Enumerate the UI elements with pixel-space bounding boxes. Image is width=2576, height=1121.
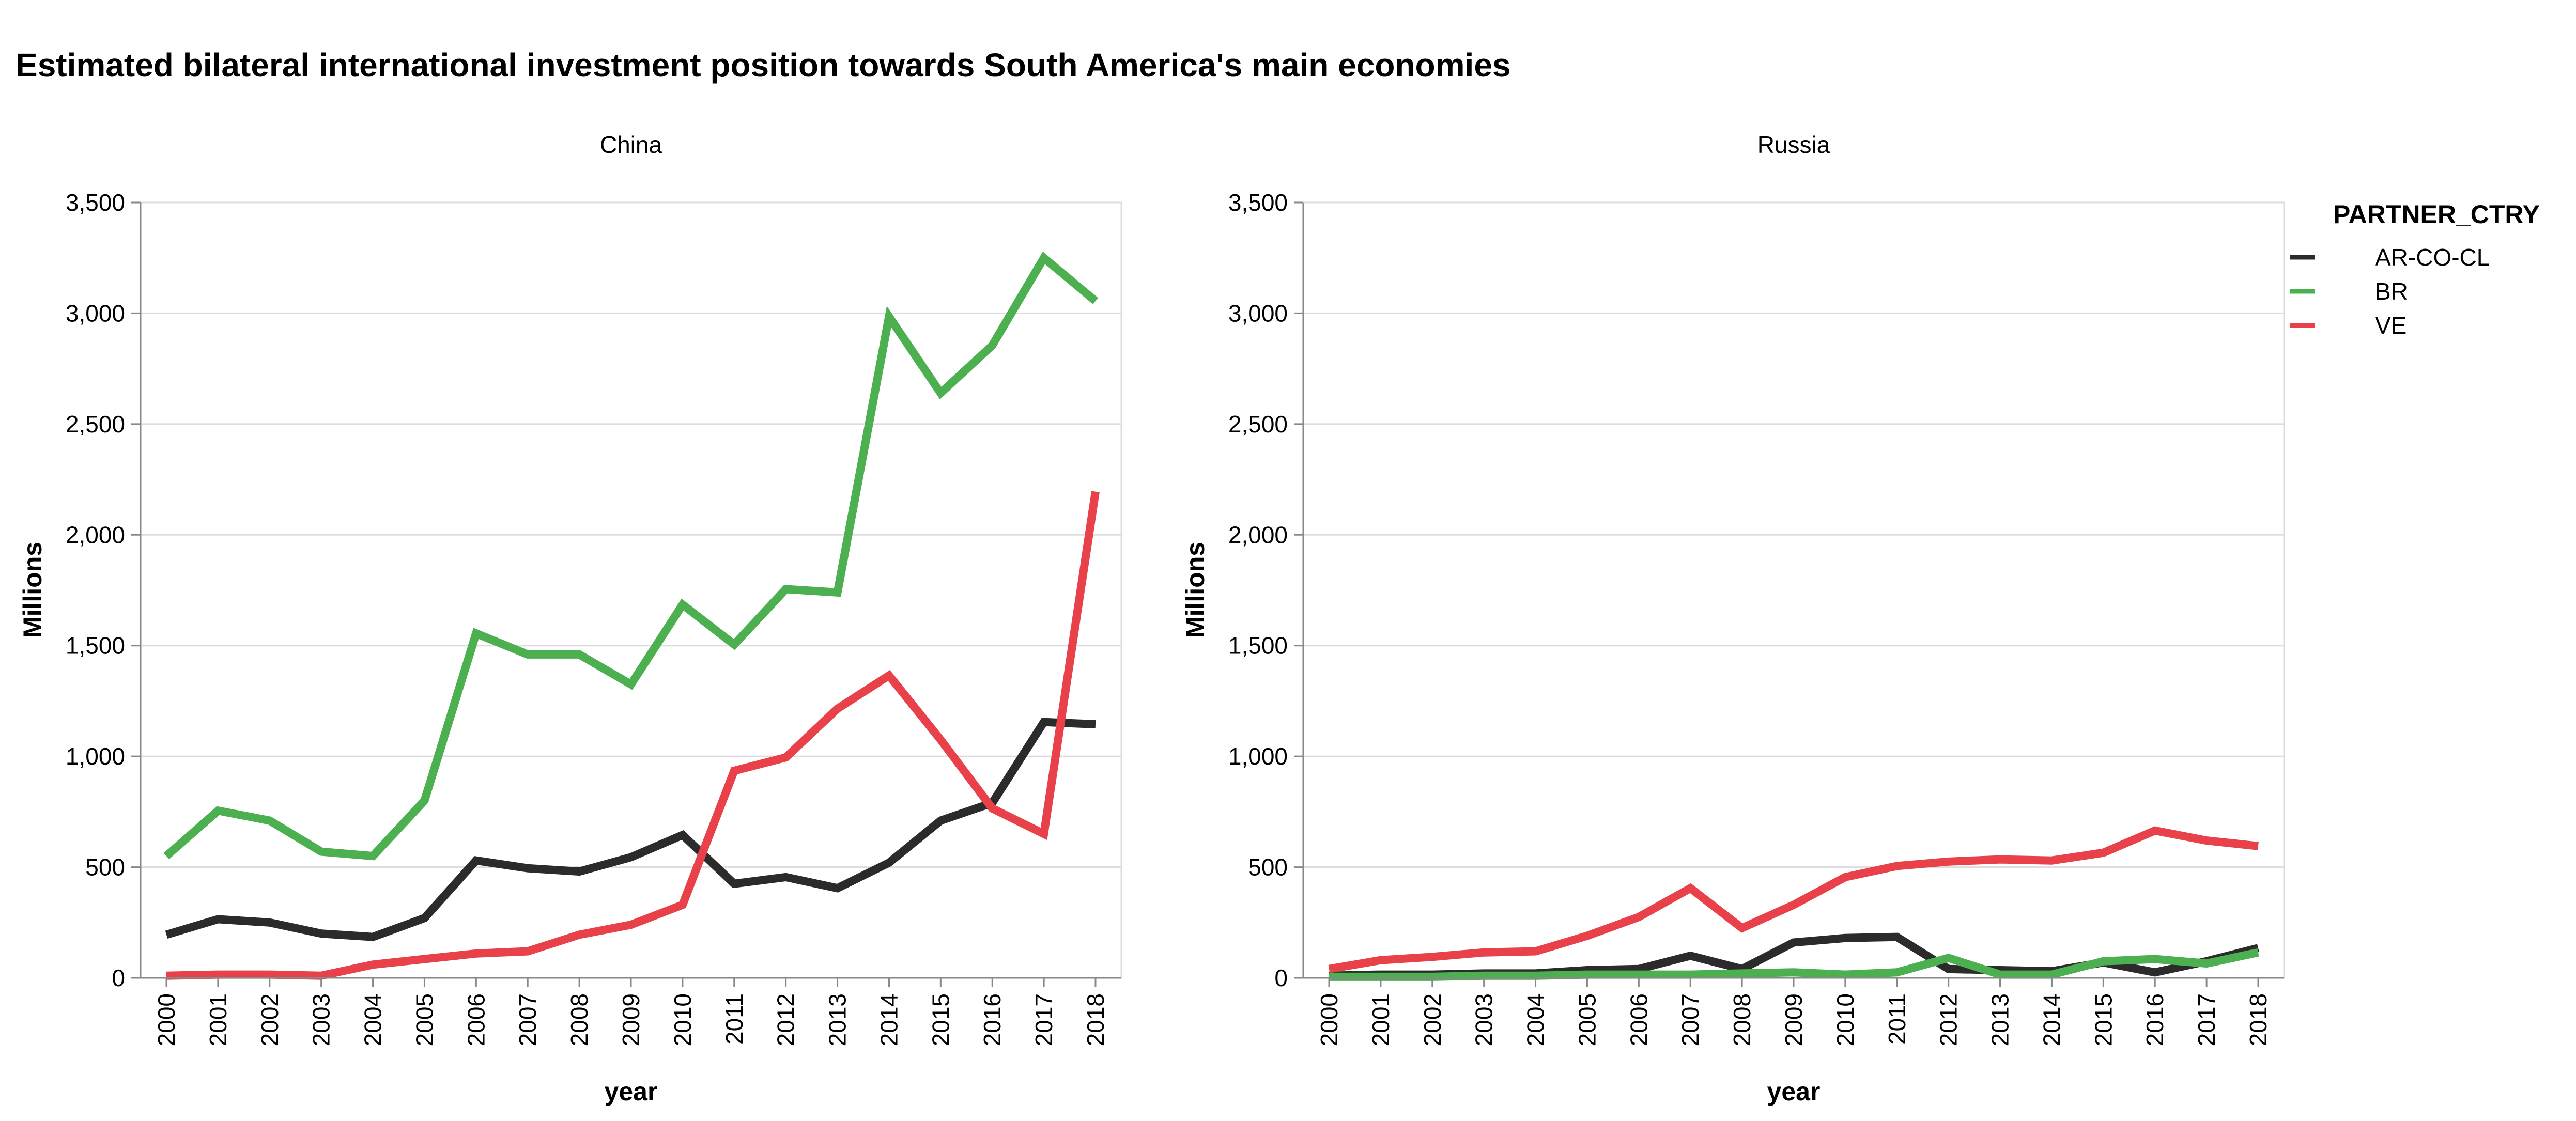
y-tick-label: 2,500 bbox=[1228, 411, 1288, 438]
y-axis-title: Millions bbox=[18, 542, 47, 638]
y-tick-label: 2,500 bbox=[66, 411, 125, 438]
x-tick-label: 2017 bbox=[1030, 993, 1057, 1046]
y-tick-label: 1,000 bbox=[1228, 743, 1288, 770]
series-line-ar-co-cl bbox=[165, 718, 1096, 941]
plot-frame bbox=[140, 201, 1122, 979]
x-tick-label: 2018 bbox=[2245, 993, 2272, 1046]
x-tick-label: 2011 bbox=[1884, 993, 1910, 1045]
plot-frame bbox=[1302, 201, 2285, 979]
chart-title: Estimated bilateral international invest… bbox=[16, 46, 1511, 84]
x-tick-label: 2009 bbox=[1780, 993, 1807, 1046]
facet-title-china: China bbox=[600, 131, 662, 158]
legend-title: PARTNER_CTRY bbox=[2333, 200, 2540, 229]
legend-label-br: BR bbox=[2375, 278, 2408, 305]
x-tick-label: 2018 bbox=[1082, 993, 1109, 1046]
y-tick-label: 1,000 bbox=[66, 743, 125, 770]
x-tick-label: 2004 bbox=[360, 993, 387, 1046]
x-axis: 2000 2001 2002 2003 2004 2005 2006 2007 2008 2009… bbox=[141, 977, 1121, 1046]
y-axis: 0 500 1,000 1,500 2,000 2,500 3,000 3,500 bbox=[66, 189, 142, 991]
y-gridlines bbox=[140, 201, 1122, 979]
x-tick-label: 2012 bbox=[1935, 993, 1962, 1046]
series-line-br bbox=[163, 252, 1099, 861]
x-tick-label: 2008 bbox=[1729, 993, 1755, 1046]
y-tick-label: 0 bbox=[112, 964, 125, 991]
x-tick-label: 2002 bbox=[1419, 993, 1446, 1046]
facet-china: China 0 500 1,000 1,500 2,000 2,500 3,000 3,500… bbox=[18, 131, 1122, 1106]
y-tick-label: 0 bbox=[1274, 964, 1288, 991]
x-tick-label: 2014 bbox=[875, 993, 902, 1046]
x-tick-label: 2015 bbox=[927, 993, 954, 1046]
x-tick-label: 2006 bbox=[1625, 993, 1652, 1046]
series-lines bbox=[163, 252, 1100, 980]
x-tick-label: 2012 bbox=[773, 993, 799, 1046]
x-tick-label: 2016 bbox=[2141, 993, 2168, 1046]
y-tick-label: 3,000 bbox=[1228, 300, 1288, 326]
y-gridlines bbox=[1302, 201, 2285, 979]
x-tick-label: 2011 bbox=[721, 993, 748, 1045]
y-tick-label: 1,500 bbox=[1228, 632, 1288, 659]
y-tick-label: 3,500 bbox=[1228, 189, 1288, 216]
x-tick-label: 2017 bbox=[2193, 993, 2220, 1046]
x-tick-label: 2001 bbox=[205, 993, 232, 1046]
y-tick-label: 2,000 bbox=[66, 521, 125, 548]
x-tick-label: 2004 bbox=[1522, 993, 1549, 1046]
y-tick-label: 3,500 bbox=[66, 189, 125, 216]
series-lines bbox=[1328, 826, 2259, 981]
x-tick-label: 2010 bbox=[669, 993, 696, 1046]
y-tick-label: 1,500 bbox=[66, 632, 125, 659]
y-axis: 0 500 1,000 1,500 2,000 2,500 3,000 3,500 bbox=[1228, 189, 1304, 991]
x-tick-label: 2010 bbox=[1832, 993, 1859, 1046]
x-tick-label: 2007 bbox=[1677, 993, 1704, 1046]
facet-russia: Russia 0 500 1,000 1,500 2,000 2,500 3,000 3,50… bbox=[1181, 131, 2285, 1106]
y-tick-label: 500 bbox=[85, 854, 125, 881]
series-line-ve bbox=[166, 491, 1100, 980]
x-tick-label: 2007 bbox=[514, 993, 541, 1046]
y-tick-label: 3,000 bbox=[66, 300, 125, 326]
x-tick-label: 2005 bbox=[1574, 993, 1600, 1046]
x-tick-label: 2014 bbox=[2038, 993, 2065, 1046]
x-tick-label: 2006 bbox=[462, 993, 489, 1046]
legend-label-ve: VE bbox=[2375, 312, 2407, 339]
x-tick-label: 2003 bbox=[1471, 993, 1498, 1046]
x-tick-label: 2008 bbox=[566, 993, 593, 1046]
facet-title-russia: Russia bbox=[1757, 131, 1830, 158]
x-tick-label: 2000 bbox=[1316, 993, 1343, 1046]
x-axis-title: year bbox=[1767, 1077, 1821, 1106]
x-tick-label: 2002 bbox=[256, 993, 283, 1046]
series-line-ve bbox=[1328, 826, 2259, 973]
x-tick-label: 2005 bbox=[411, 993, 438, 1046]
y-tick-label: 2,000 bbox=[1228, 521, 1288, 548]
x-tick-label: 2013 bbox=[824, 993, 851, 1046]
x-tick-label: 2013 bbox=[1987, 993, 2014, 1046]
legend-label-ar-co-cl: AR-CO-CL bbox=[2375, 244, 2490, 271]
y-tick-label: 500 bbox=[1248, 854, 1288, 881]
x-axis-title: year bbox=[605, 1077, 658, 1106]
x-tick-label: 2001 bbox=[1367, 993, 1394, 1046]
x-tick-label: 2000 bbox=[153, 993, 180, 1046]
x-axis: 2000 2001 2002 2003 2004 2005 2006 2007 2008 2009… bbox=[1303, 977, 2284, 1046]
x-tick-label: 2003 bbox=[308, 993, 335, 1046]
legend: PARTNER_CTRY AR-CO-CL BR VE bbox=[2290, 200, 2540, 339]
x-tick-label: 2009 bbox=[618, 993, 644, 1046]
y-axis-title: Millions bbox=[1181, 542, 1210, 638]
series-line-br bbox=[1329, 948, 2259, 981]
x-tick-label: 2016 bbox=[979, 993, 1006, 1046]
x-tick-label: 2015 bbox=[2090, 993, 2117, 1046]
